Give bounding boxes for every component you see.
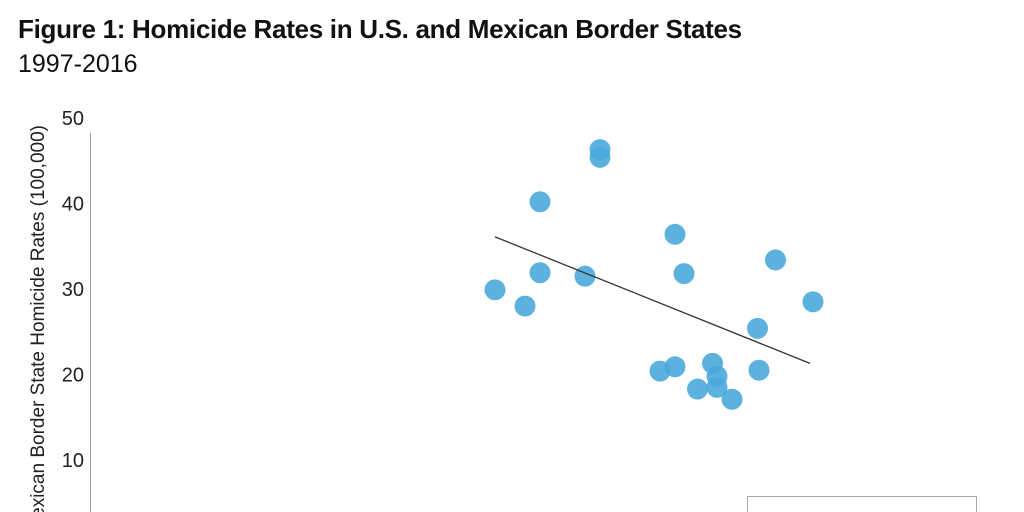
trend-line [494,236,811,364]
data-point [765,249,786,271]
chart-subtitle: 1997-2016 [18,50,138,78]
data-point [529,191,551,213]
data-point [484,279,506,301]
data-point [664,223,686,245]
y-tick-label: 20 [62,365,84,387]
legend-box [747,496,977,512]
y-tick-label: 50 [62,108,84,130]
y-tick-label: 10 [62,450,84,472]
chart-title: Figure 1: Homicide Rates in U.S. and Mex… [18,14,742,44]
data-point [802,291,824,313]
data-point [706,376,728,398]
data-point [589,146,611,168]
data-point [687,378,708,400]
y-axis-label: Mexican Border State Homicide Rates (100… [28,125,49,512]
data-point [748,359,770,381]
data-point [529,262,551,284]
data-point [747,317,768,339]
data-point [664,356,686,378]
y-tick-label: 40 [62,194,84,216]
y-tick-label: 30 [62,279,84,301]
data-point [673,263,695,285]
data-point [721,388,743,410]
data-point [514,295,536,317]
